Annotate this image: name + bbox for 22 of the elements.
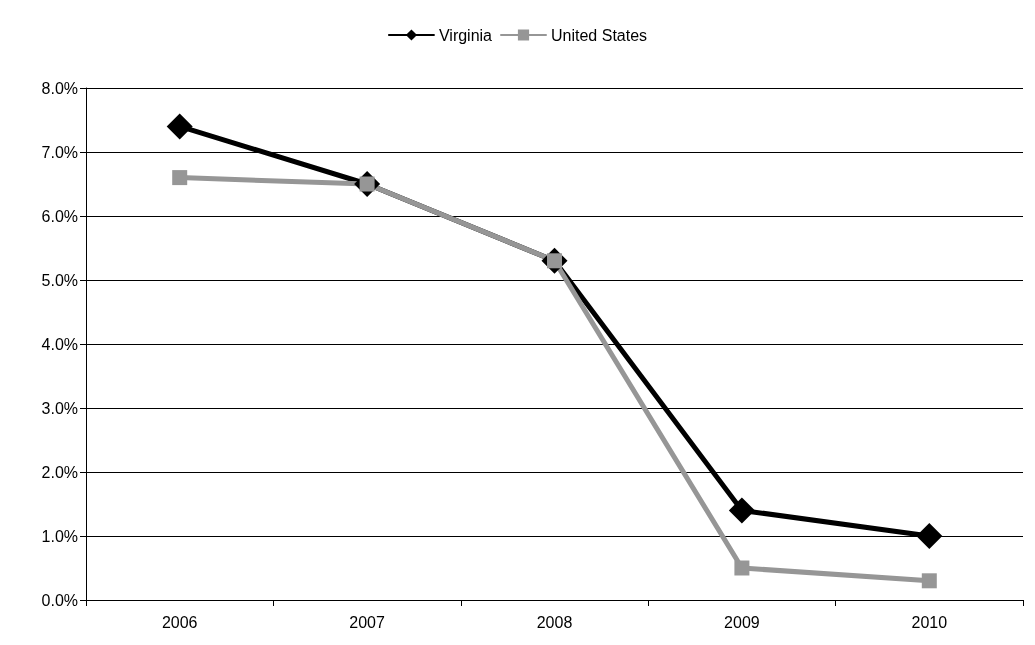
y-tick-label: 7.0% (41, 143, 78, 161)
x-tick-label: 2010 (911, 613, 948, 631)
point (921, 573, 937, 589)
point (166, 113, 193, 140)
legend-label: United States (551, 26, 648, 44)
x-tick-label: 2006 (161, 613, 198, 631)
legend-label: Virginia (438, 26, 493, 44)
y-tick-label: 0.0% (41, 591, 78, 609)
x-tick-label: 2008 (536, 613, 573, 631)
point (172, 170, 188, 186)
x-tick-label: 2007 (349, 613, 385, 631)
point (728, 497, 755, 524)
y-tick-label: 3.0% (41, 399, 78, 417)
y-tick-label: 6.0% (41, 207, 78, 225)
x-tick-label: 2009 (724, 613, 760, 631)
y-tick-label: 4.0% (41, 335, 78, 353)
y-tick-label: 8.0% (41, 79, 78, 97)
y-tick-label: 1.0% (41, 527, 78, 545)
point (916, 523, 943, 549)
point (734, 560, 750, 576)
y-tick-label: 2.0% (41, 463, 78, 481)
y-tick-label: 5.0% (41, 271, 78, 289)
